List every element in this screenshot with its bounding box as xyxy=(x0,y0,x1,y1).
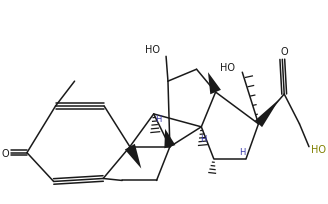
Text: O: O xyxy=(1,148,9,158)
Text: HO: HO xyxy=(220,63,235,73)
Polygon shape xyxy=(125,144,141,169)
Text: HO: HO xyxy=(145,45,160,55)
Polygon shape xyxy=(208,73,221,95)
Text: HO: HO xyxy=(311,144,326,154)
Text: O: O xyxy=(280,47,288,57)
Polygon shape xyxy=(255,100,279,128)
Text: H: H xyxy=(155,115,162,124)
Text: H: H xyxy=(200,135,206,144)
Text: H: H xyxy=(239,147,245,156)
Polygon shape xyxy=(164,129,175,149)
